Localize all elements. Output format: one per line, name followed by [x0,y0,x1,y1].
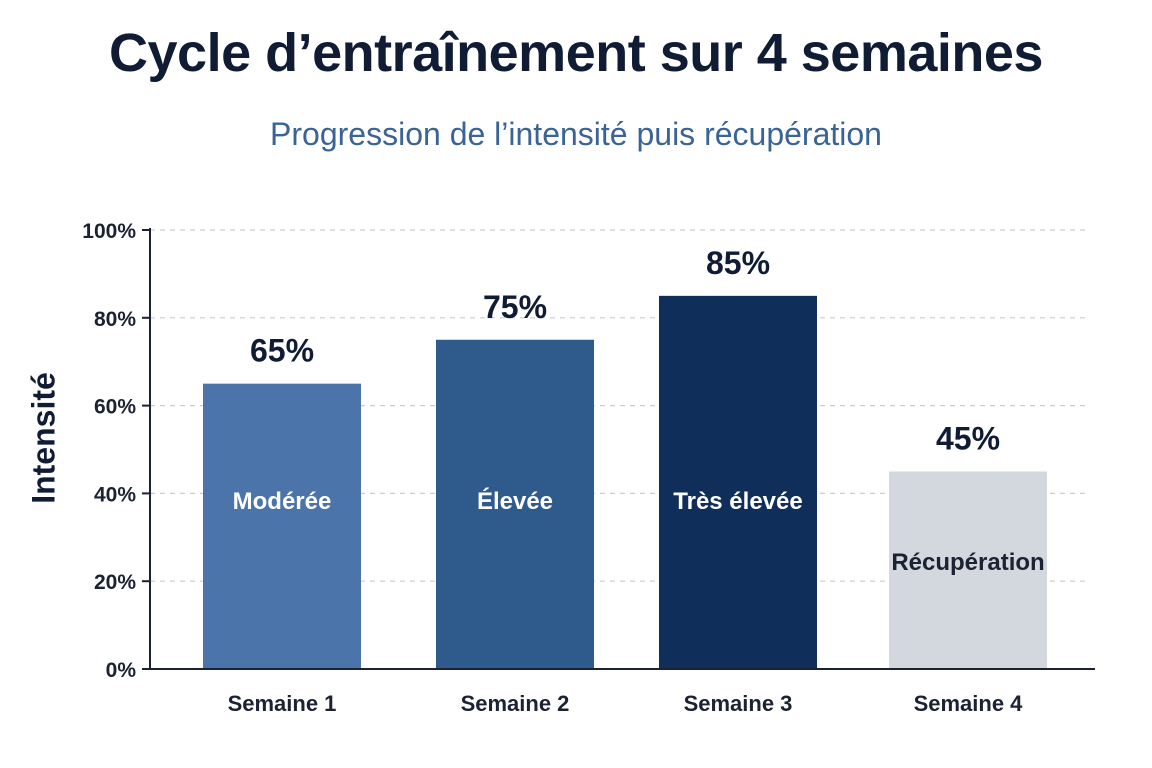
y-tick-label: 0% [106,659,137,682]
bar-inner-label: Modérée [233,488,332,515]
data-label: 45% [936,420,1000,456]
bar-1 [203,383,361,669]
bar-2 [436,339,594,669]
labels: 0% 20% 40% 60% 80% 100% 65% Modérée Semaine 1 75%… [82,220,1044,716]
x-tick-label: Semaine 4 [914,691,1024,716]
y-tick-label: 60% [94,396,136,419]
bars [203,295,1047,669]
data-label: 75% [483,289,547,325]
data-label: 65% [250,333,314,369]
bar-inner-label: Récupération [891,549,1044,576]
bar-3 [659,295,817,669]
y-tick-label: 80% [94,308,136,331]
y-tick-label: 40% [94,483,136,506]
y-tick-label: 20% [94,571,136,594]
data-label: 85% [706,245,770,281]
bar-inner-label: Élevée [477,487,553,515]
x-tick-label: Semaine 3 [684,691,793,716]
bar-4 [889,471,1047,669]
x-tick-label: Semaine 1 [228,691,337,716]
axes [142,228,1095,670]
x-tick-label: Semaine 2 [461,691,570,716]
chart-subtitle: Progression de l’intensité puis récupéra… [270,116,882,152]
bar-inner-label: Très élevée [673,488,802,515]
y-tick-label: 100% [82,220,136,243]
chart-title: Cycle d’entraînement sur 4 semaines [109,23,1043,83]
